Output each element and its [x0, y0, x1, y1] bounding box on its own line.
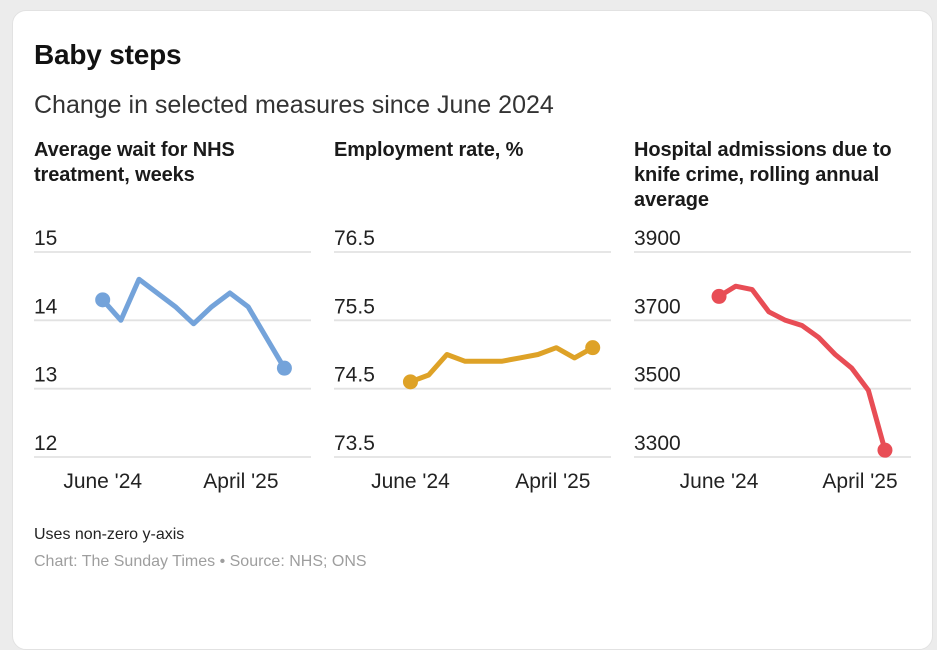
- data-line: [100, 276, 287, 371]
- y-axis-tick-label: 3500: [634, 364, 681, 387]
- y-axis-tick-label: 15: [34, 227, 57, 250]
- y-axis-tick-label: 76.5: [334, 227, 375, 250]
- chart-column-employment-rate: Employment rate, % 76.5 75.5 74.5 73.5 June …: [334, 138, 611, 495]
- y-axis-tick-label: 14: [34, 295, 58, 318]
- chart-column-nhs-wait: Average wait for NHS treatment, weeks 15…: [34, 138, 311, 495]
- page-title: Baby steps: [34, 39, 182, 70]
- x-axis-tick-label: June '24: [371, 470, 450, 493]
- employment-rate-line-chart: 76.5 75.5 74.5 73.5 June '24 April '25: [334, 227, 611, 493]
- nhs-wait-line-chart: 15 14 13 12 June '24 April '25: [34, 227, 311, 493]
- footer-note: Uses non-zero y-axis: [34, 526, 185, 543]
- y-axis-tick-label: 73.5: [334, 432, 375, 455]
- chart-subtitle: Change in selected measures since June 2…: [34, 91, 554, 119]
- y-axis-tick-label: 3900: [634, 227, 681, 250]
- footer-attribution: Chart: The Sunday Times • Source: NHS; O…: [34, 553, 367, 570]
- y-axis-tick-label: 12: [34, 432, 57, 455]
- chart-title-employment-rate: Employment rate, %: [334, 139, 524, 161]
- charts-row: Average wait for NHS treatment, weeks 15…: [34, 138, 911, 495]
- data-point-start: [95, 292, 111, 308]
- data-line: [716, 283, 888, 453]
- data-point-end: [877, 442, 893, 458]
- x-axis-tick-label: April '25: [515, 470, 590, 493]
- data-line: [408, 345, 596, 385]
- chart-card: Baby steps Change in selected measures s…: [12, 10, 933, 650]
- x-axis-tick-label: June '24: [63, 470, 142, 493]
- data-point-end: [585, 340, 601, 356]
- y-axis-tick-label: 75.5: [334, 295, 375, 318]
- chart-title-nhs-wait: Average wait for NHS treatment, weeks: [34, 139, 235, 186]
- y-axis-tick-label: 3700: [634, 295, 681, 318]
- y-axis-tick-label: 74.5: [334, 364, 375, 387]
- y-axis-tick-label: 3300: [634, 432, 681, 455]
- data-point-end: [276, 360, 292, 376]
- x-axis-tick-label: April '25: [822, 470, 897, 493]
- chart-title-knife-crime: Hospital admissions due to knife crime, …: [634, 139, 892, 211]
- x-axis-tick-label: April '25: [203, 470, 278, 493]
- data-point-start: [402, 374, 418, 390]
- chart-column-knife-crime: Hospital admissions due to knife crime, …: [634, 138, 911, 495]
- knife-crime-line-chart: 3900 3700 3500 3300 June '24 April '25: [634, 227, 911, 493]
- y-axis-tick-label: 13: [34, 364, 57, 387]
- x-axis-tick-label: June '24: [680, 470, 759, 493]
- data-point-start: [711, 288, 727, 304]
